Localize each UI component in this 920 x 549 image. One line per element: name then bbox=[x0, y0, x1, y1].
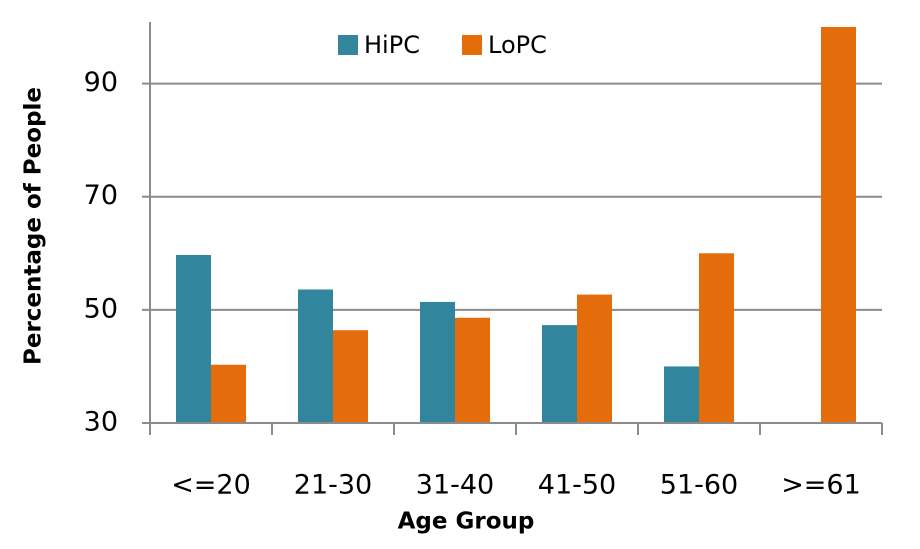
bar bbox=[298, 289, 333, 423]
x-tick-label: 51-60 bbox=[660, 470, 738, 501]
x-tick-label: <=20 bbox=[171, 470, 251, 501]
y-tick-label: 50 bbox=[84, 293, 118, 324]
x-tick-label: >=61 bbox=[781, 470, 861, 501]
x-tick-label: 31-40 bbox=[416, 470, 494, 501]
y-axis-label: Percentage of People bbox=[21, 87, 47, 365]
bar bbox=[821, 27, 856, 423]
y-tick-label: 90 bbox=[84, 67, 118, 98]
legend-swatch bbox=[338, 35, 358, 55]
y-tick-label: 30 bbox=[84, 407, 118, 438]
legend-label: HiPC bbox=[364, 31, 420, 59]
bar bbox=[455, 317, 490, 423]
x-tick-label: 21-30 bbox=[294, 470, 372, 501]
bar bbox=[699, 253, 734, 423]
bar bbox=[333, 330, 368, 423]
bar bbox=[211, 364, 246, 423]
x-axis-label: Age Group bbox=[398, 509, 535, 535]
bar bbox=[420, 301, 455, 423]
bar bbox=[542, 325, 577, 423]
legend-label: LoPC bbox=[488, 31, 547, 59]
bar bbox=[176, 254, 211, 423]
y-tick-label: 70 bbox=[84, 180, 118, 211]
bar bbox=[664, 366, 699, 423]
legend-swatch bbox=[462, 35, 482, 55]
x-tick-label: 41-50 bbox=[538, 470, 616, 501]
bar bbox=[577, 294, 612, 423]
